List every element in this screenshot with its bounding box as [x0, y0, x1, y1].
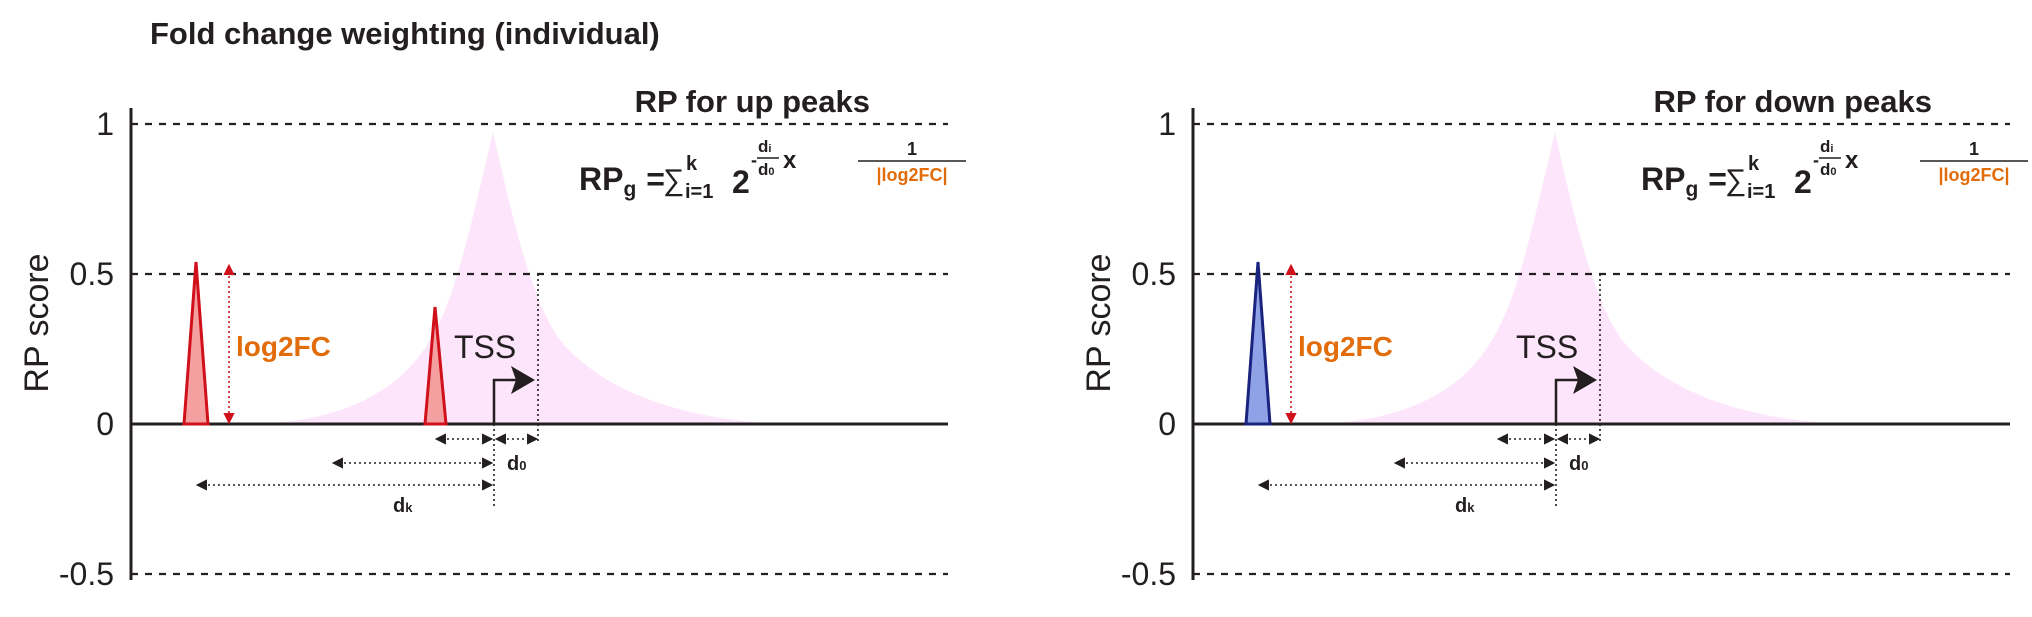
- panel-down-peaks: 1 0.5 0 -0.5 RP score RP for down peaks …: [1080, 84, 2028, 592]
- formula-exp-den: d0: [758, 160, 775, 179]
- panel-up-peaks: 1 0.5 0 -0.5 RP score RP for up peaks lo…: [18, 84, 966, 592]
- rp-decay-curve: [1324, 132, 1842, 424]
- formula-exp-sign: -: [751, 150, 757, 170]
- panel-title: RP for down peaks: [1654, 84, 1933, 119]
- ytick-neg-0.5: -0.5: [1121, 556, 1176, 592]
- formula-exp-den: d0: [1820, 160, 1837, 179]
- formula-exp-sign: -: [1813, 150, 1819, 170]
- log2fc-label: log2FC: [1298, 331, 1393, 362]
- peak-near: [423, 306, 448, 426]
- rp-formula: RPg = ∑ k i=1 2 - di d0 x 1 |log2FC|: [579, 137, 966, 203]
- formula-base: 2: [1794, 164, 1812, 200]
- formula-lhs: RP: [1641, 161, 1685, 197]
- tss-arrow-icon: [492, 378, 520, 424]
- y-axis-label: RP score: [18, 253, 56, 392]
- formula-sum-upper: k: [1748, 153, 1760, 175]
- formula-frac-num: 1: [1969, 139, 1979, 159]
- formula-lhs: RP: [579, 161, 623, 197]
- formula-times: x: [1845, 147, 1859, 174]
- d0-label: d0: [507, 453, 526, 475]
- formula-frac-den: |log2FC|: [1938, 165, 2009, 185]
- tss-arrow-icon: [1554, 378, 1582, 424]
- d0-label: d0: [1569, 453, 1588, 475]
- formula-base: 2: [732, 164, 750, 200]
- ytick-0.5: 0.5: [1132, 256, 1176, 292]
- formula-equals: =: [1708, 161, 1727, 197]
- peak-far: [182, 261, 210, 426]
- formula-equals: =: [646, 161, 665, 197]
- formula-sum-lower: i=1: [685, 181, 713, 203]
- formula-sum-lower: i=1: [1747, 181, 1775, 203]
- ytick-neg-0.5: -0.5: [59, 556, 114, 592]
- formula-lhs-sub: g: [623, 178, 636, 201]
- formula-exp-num: di: [1820, 137, 1833, 156]
- ytick-0.5: 0.5: [70, 256, 114, 292]
- ytick-1: 1: [96, 106, 114, 142]
- dk-label: dk: [1455, 495, 1475, 517]
- rp-formula: RPg = ∑ k i=1 2 - di d0 x 1 |log2FC|: [1641, 137, 2028, 203]
- dk-label: dk: [393, 495, 413, 517]
- svg-text:RPg=: RPg =: [579, 161, 665, 201]
- tss-arrowhead-icon: [511, 366, 535, 394]
- peak-far: [1244, 261, 1272, 426]
- formula-sum: ∑: [663, 164, 684, 197]
- log2fc-label: log2FC: [236, 331, 331, 362]
- ytick-1: 1: [1158, 106, 1176, 142]
- tss-label: TSS: [454, 329, 516, 365]
- tss-arrowhead-icon: [1573, 366, 1597, 394]
- figure-title: Fold change weighting (individual): [150, 16, 660, 51]
- formula-sum: ∑: [1725, 164, 1746, 197]
- formula-frac-den: |log2FC|: [876, 165, 947, 185]
- formula-sum-upper: k: [686, 153, 698, 175]
- tss-label: TSS: [1516, 329, 1578, 365]
- svg-text:RPg=: RPg =: [1641, 161, 1727, 201]
- formula-exp-num: di: [758, 137, 771, 156]
- ytick-0: 0: [1158, 406, 1176, 442]
- rp-decay-curve: [262, 132, 780, 424]
- panel-title: RP for up peaks: [635, 84, 870, 119]
- formula-lhs-sub: g: [1685, 178, 1698, 201]
- ytick-0: 0: [96, 406, 114, 442]
- formula-frac-num: 1: [907, 139, 917, 159]
- y-axis-label: RP score: [1080, 253, 1118, 392]
- formula-times: x: [783, 147, 797, 174]
